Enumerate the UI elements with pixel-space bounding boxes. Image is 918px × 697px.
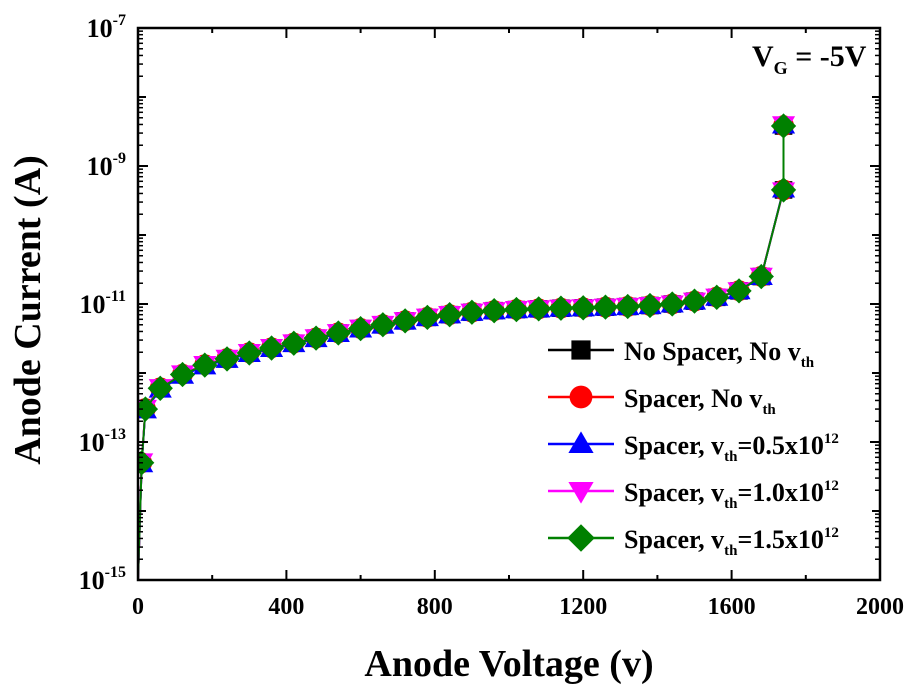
legend-marker	[567, 524, 595, 552]
data-point	[592, 294, 619, 320]
axes: 0 400 800 1200 1600 200010-1510-1310-1110-910…	[79, 12, 904, 620]
data-point	[503, 296, 530, 323]
x-axis-title: Anode Voltage (v)	[364, 643, 653, 685]
legend-entry-5: Spacer, vth=1.5x1012	[548, 524, 839, 559]
y-axis-title: Anode Current (A)	[7, 155, 49, 465]
legend-label-sub: th	[724, 496, 738, 512]
data-point	[138, 396, 159, 422]
data-point	[704, 284, 730, 310]
data-point	[303, 325, 329, 351]
y-tick-label: 10-13	[79, 426, 126, 457]
legend-label-text: Spacer, v	[624, 431, 724, 460]
x-tick-label: 400	[268, 594, 304, 620]
data-point	[481, 298, 507, 324]
legend-label-sup: 12	[824, 478, 839, 494]
y-tick-exponent: -7	[113, 12, 126, 29]
data-point	[147, 375, 173, 401]
y-tick-label: 10-7	[87, 12, 126, 43]
data-point	[770, 113, 797, 139]
x-tick-label: 2000	[856, 594, 904, 620]
data-point	[436, 302, 463, 328]
annotation-sub: G	[774, 58, 788, 78]
data-point	[637, 292, 663, 319]
x-tick-label: 800	[417, 594, 453, 620]
y-tick-label: 10-11	[80, 288, 126, 319]
data-point	[770, 177, 797, 203]
data-point	[236, 340, 262, 366]
legend-label-sub: th	[801, 355, 815, 371]
legend-entry-1: No Spacer, No vth	[548, 337, 815, 371]
legend-label-text: Spacer, v	[624, 478, 724, 507]
data-point	[726, 278, 752, 304]
legend-label: Spacer, No vth	[624, 384, 776, 418]
data-point	[258, 335, 285, 361]
data-point	[281, 330, 307, 356]
y-tick-base: 10	[87, 14, 113, 43]
legend-label-value: =0.5x10	[738, 431, 824, 460]
data-point	[615, 293, 641, 320]
data-point	[659, 291, 685, 317]
y-tick-exponent: -15	[105, 564, 126, 581]
legend-label-text: Spacer, No v	[624, 384, 762, 413]
x-tick-label: 1200	[559, 594, 607, 620]
legend-label-sup: 12	[824, 525, 839, 541]
legend-label-sub: th	[762, 402, 776, 418]
legend-label-sub: th	[724, 543, 738, 559]
y-tick-base: 10	[79, 566, 105, 595]
y-tick-label: 10-15	[79, 564, 126, 595]
data-point	[548, 295, 574, 321]
data-point	[526, 296, 552, 322]
legend-entry-2: Spacer, No vth	[548, 384, 776, 418]
data-point	[169, 361, 196, 388]
legend-label: Spacer, vth=0.5x1012	[624, 431, 839, 465]
x-tick-label: 1600	[708, 594, 756, 620]
legend-label-text: Spacer, v	[624, 525, 724, 554]
legend-label-value: =1.0x10	[738, 478, 824, 507]
data-point	[681, 288, 708, 314]
y-tick-label: 10-9	[87, 150, 126, 181]
x-tick-label: 0	[132, 594, 144, 620]
legend-marker	[571, 340, 591, 360]
data-point	[570, 295, 596, 321]
y-tick-base: 10	[79, 428, 105, 457]
legend-marker	[568, 482, 594, 504]
legend-label-text: No Spacer, No v	[624, 337, 801, 366]
legend-label-value: =1.5x10	[738, 525, 824, 554]
legend-label-sub: th	[724, 449, 738, 465]
data-point	[748, 263, 774, 290]
y-tick-base: 10	[87, 152, 113, 181]
data-point	[414, 304, 441, 331]
legend-marker	[569, 385, 593, 409]
data-point	[347, 315, 374, 342]
y-tick-exponent: -11	[106, 288, 126, 305]
legend-entry-4: Spacer, vth=1.0x1012	[548, 478, 839, 512]
gate-voltage-annotation: VG = -5V	[752, 40, 867, 78]
legend-label: No Spacer, No vth	[624, 337, 815, 371]
data-point	[325, 320, 351, 346]
y-tick-exponent: -9	[113, 150, 126, 167]
y-tick-exponent: -13	[105, 426, 126, 443]
data-point	[214, 346, 240, 372]
legend-label: Spacer, vth=1.0x1012	[624, 478, 839, 512]
data-point	[192, 352, 218, 378]
data-point	[370, 312, 396, 338]
legend-label: Spacer, vth=1.5x1012	[624, 525, 839, 559]
y-tick-base: 10	[80, 290, 106, 319]
annotation-rest: = -5V	[788, 40, 867, 73]
legend-marker	[568, 431, 594, 453]
annotation-main: V	[752, 40, 774, 73]
data-point	[392, 308, 418, 334]
legend-label-sup: 12	[824, 431, 839, 447]
legend-entry-3: Spacer, vth=0.5x1012	[548, 431, 839, 465]
data-point	[459, 299, 485, 325]
